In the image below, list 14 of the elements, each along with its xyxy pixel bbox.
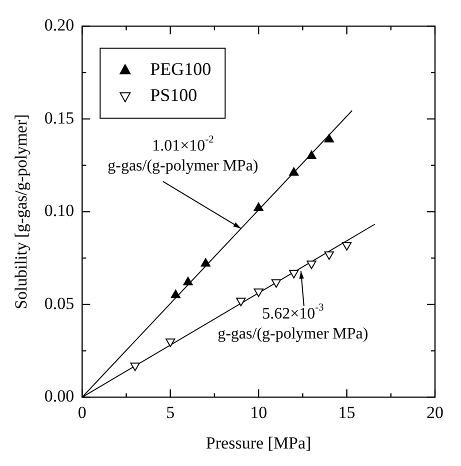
legend-label: PEG100 [150,58,212,79]
x-tick-label: 5 [166,402,175,422]
y-tick-label: 0.10 [44,201,74,220]
y-axis-title: Solubility [g-gas/g-polymer] [12,114,31,310]
y-tick-label: 0.05 [44,294,74,313]
x-axis-title: Pressure [MPa] [206,433,312,452]
y-tick-label: 0.20 [44,16,74,35]
x-tick-label: 15 [338,402,356,422]
x-tick-label: 0 [78,402,86,422]
y-tick-label: 0.00 [44,386,74,406]
x-tick-label: 20 [426,402,444,422]
x-tick-label: 10 [250,402,268,422]
y-tick-label: 0.15 [44,108,74,128]
legend-label: PS100 [150,84,198,105]
